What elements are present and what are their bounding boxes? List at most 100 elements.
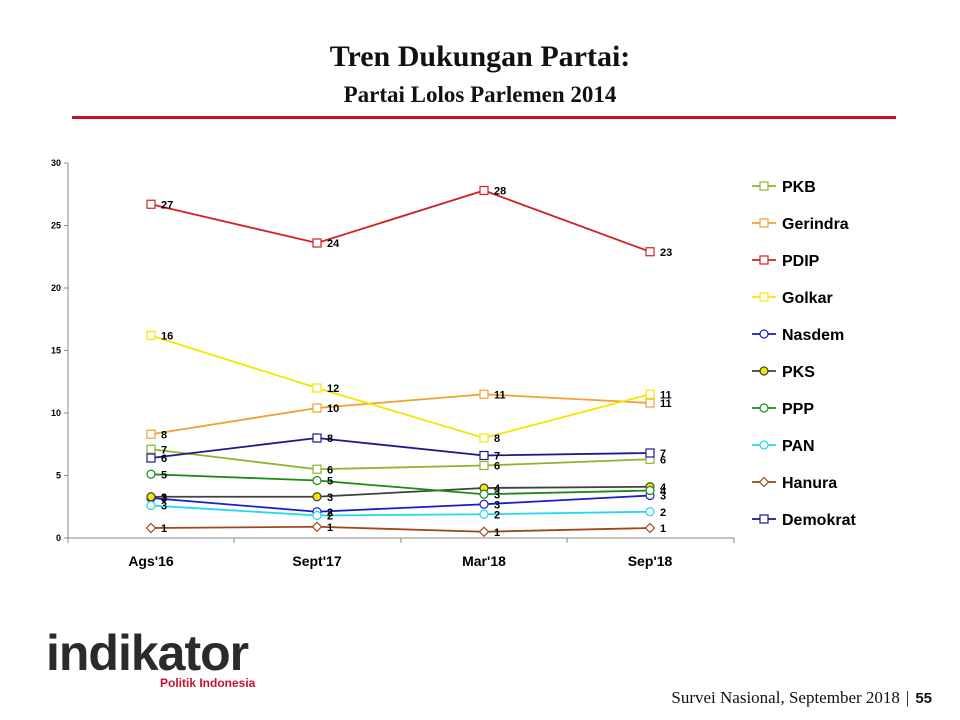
legend-swatch-marker bbox=[759, 403, 769, 413]
y-tick-label: 25 bbox=[51, 221, 61, 231]
legend-item-pks: PKS bbox=[752, 364, 815, 381]
data-label-ppp: 4 bbox=[660, 486, 667, 498]
legend-swatch-marker bbox=[759, 329, 769, 339]
data-label-pan: 2 bbox=[494, 509, 500, 521]
page-title: Tren Dukungan Partai: bbox=[329, 40, 631, 73]
data-label-gerindra: 11 bbox=[660, 398, 672, 410]
data-label-gerindra: 8 bbox=[161, 429, 167, 441]
series-line-golkar bbox=[150, 334, 651, 439]
data-point-ppp bbox=[645, 485, 655, 496]
legend-item-pan: PAN bbox=[752, 438, 815, 455]
legend-item-nasdem: Nasdem bbox=[752, 327, 844, 344]
series-hanura bbox=[145, 521, 656, 538]
legend-label: PKB bbox=[782, 179, 816, 196]
legend-item-golkar: Golkar bbox=[752, 290, 833, 307]
data-point-golkar bbox=[645, 389, 655, 399]
data-label-pks: 4 bbox=[494, 483, 501, 495]
series-line-nasdem bbox=[150, 494, 651, 513]
data-point-nasdem bbox=[479, 499, 489, 509]
data-point-hanura bbox=[478, 526, 490, 538]
data-point-pdip bbox=[312, 238, 322, 248]
data-label-pan: 2 bbox=[327, 511, 333, 523]
data-point-pan bbox=[479, 509, 489, 519]
series-demokrat bbox=[146, 433, 655, 463]
data-label-golkar: 11 bbox=[660, 389, 672, 401]
data-label-ppp: 5 bbox=[161, 469, 167, 481]
data-point-gerindra bbox=[479, 389, 489, 399]
legend-item-ppp: PPP bbox=[752, 401, 814, 418]
data-point-golkar bbox=[479, 433, 489, 443]
data-point-pdip bbox=[146, 199, 156, 209]
x-tick-label: Sept'17 bbox=[292, 553, 341, 569]
data-label-demokrat: 8 bbox=[327, 433, 333, 445]
series-pdip bbox=[146, 185, 655, 257]
data-label-demokrat: 6 bbox=[161, 453, 167, 465]
data-label-nasdem: 3 bbox=[494, 499, 500, 511]
data-point-demokrat bbox=[312, 433, 322, 443]
logo-tagline: Politik Indonesia bbox=[160, 676, 256, 690]
x-tick-label: Ags'16 bbox=[128, 553, 174, 569]
data-label-pkb: 6 bbox=[327, 464, 333, 476]
series-golkar bbox=[146, 330, 655, 443]
data-label-ppp: 5 bbox=[327, 476, 333, 488]
data-label-demokrat: 7 bbox=[494, 451, 500, 463]
legend-label: PDIP bbox=[782, 253, 820, 270]
data-point-golkar bbox=[146, 330, 156, 341]
legend-label: Golkar bbox=[782, 290, 833, 307]
data-label-pks: 3 bbox=[327, 492, 333, 504]
legend-swatch-marker bbox=[759, 255, 769, 265]
legend-label: Demokrat bbox=[782, 512, 856, 529]
data-label-pdip: 27 bbox=[161, 199, 173, 211]
y-tick-label: 10 bbox=[51, 408, 61, 418]
data-point-gerindra bbox=[146, 429, 156, 439]
data-label-pks: 3 bbox=[161, 492, 167, 504]
footer: Survei Nasional, September 2018 | 55 bbox=[671, 688, 932, 708]
data-point-pan bbox=[312, 510, 322, 521]
data-point-ppp bbox=[479, 489, 489, 499]
legend-label: PKS bbox=[782, 364, 815, 381]
data-label-pkb: 6 bbox=[660, 454, 666, 466]
legend-swatch-marker bbox=[759, 292, 769, 302]
series-line-pdip bbox=[150, 189, 651, 253]
legend-swatch-marker bbox=[759, 218, 769, 228]
data-label-gerindra: 10 bbox=[327, 403, 339, 415]
legend-label: Gerindra bbox=[782, 216, 849, 233]
data-label-pdip: 23 bbox=[660, 247, 672, 259]
data-point-ppp bbox=[312, 475, 322, 486]
legend-item-pdip: PDIP bbox=[752, 253, 820, 270]
y-tick-label: 15 bbox=[51, 346, 61, 356]
data-point-demokrat bbox=[645, 448, 655, 458]
title-divider bbox=[72, 116, 896, 119]
data-label-demokrat: 7 bbox=[660, 448, 666, 460]
logo-wordmark: indikator bbox=[46, 625, 249, 681]
legend-item-gerindra: Gerindra bbox=[752, 216, 849, 233]
footer-survey: Survei Nasional, September 2018 bbox=[671, 688, 900, 707]
data-label-pan: 2 bbox=[660, 507, 666, 519]
legend-swatch-marker bbox=[759, 181, 769, 191]
data-point-pkb bbox=[146, 444, 156, 454]
data-label-golkar: 8 bbox=[494, 433, 500, 445]
data-point-pks bbox=[312, 492, 322, 502]
series-line-pkb bbox=[150, 448, 651, 471]
data-point-pkb bbox=[312, 464, 322, 474]
data-point-ppp bbox=[146, 469, 156, 479]
data-point-pdip bbox=[479, 185, 489, 196]
series-pan bbox=[146, 500, 655, 521]
series-ppp bbox=[146, 469, 655, 499]
series-lines bbox=[145, 185, 656, 538]
legend-item-hanura: Hanura bbox=[752, 475, 837, 492]
data-label-nasdem: 2 bbox=[327, 507, 333, 519]
data-point-pan bbox=[146, 500, 156, 511]
data-point-gerindra bbox=[645, 398, 655, 408]
series-line-demokrat bbox=[150, 437, 651, 459]
y-tick-label: 20 bbox=[51, 283, 61, 293]
data-label-golkar: 12 bbox=[327, 383, 339, 395]
data-point-demokrat bbox=[146, 453, 156, 463]
x-tick-label: Mar'18 bbox=[462, 553, 506, 569]
data-point-demokrat bbox=[479, 450, 489, 461]
y-tick-label: 30 bbox=[51, 158, 61, 168]
series-gerindra bbox=[146, 389, 655, 439]
data-point-golkar bbox=[312, 383, 322, 393]
